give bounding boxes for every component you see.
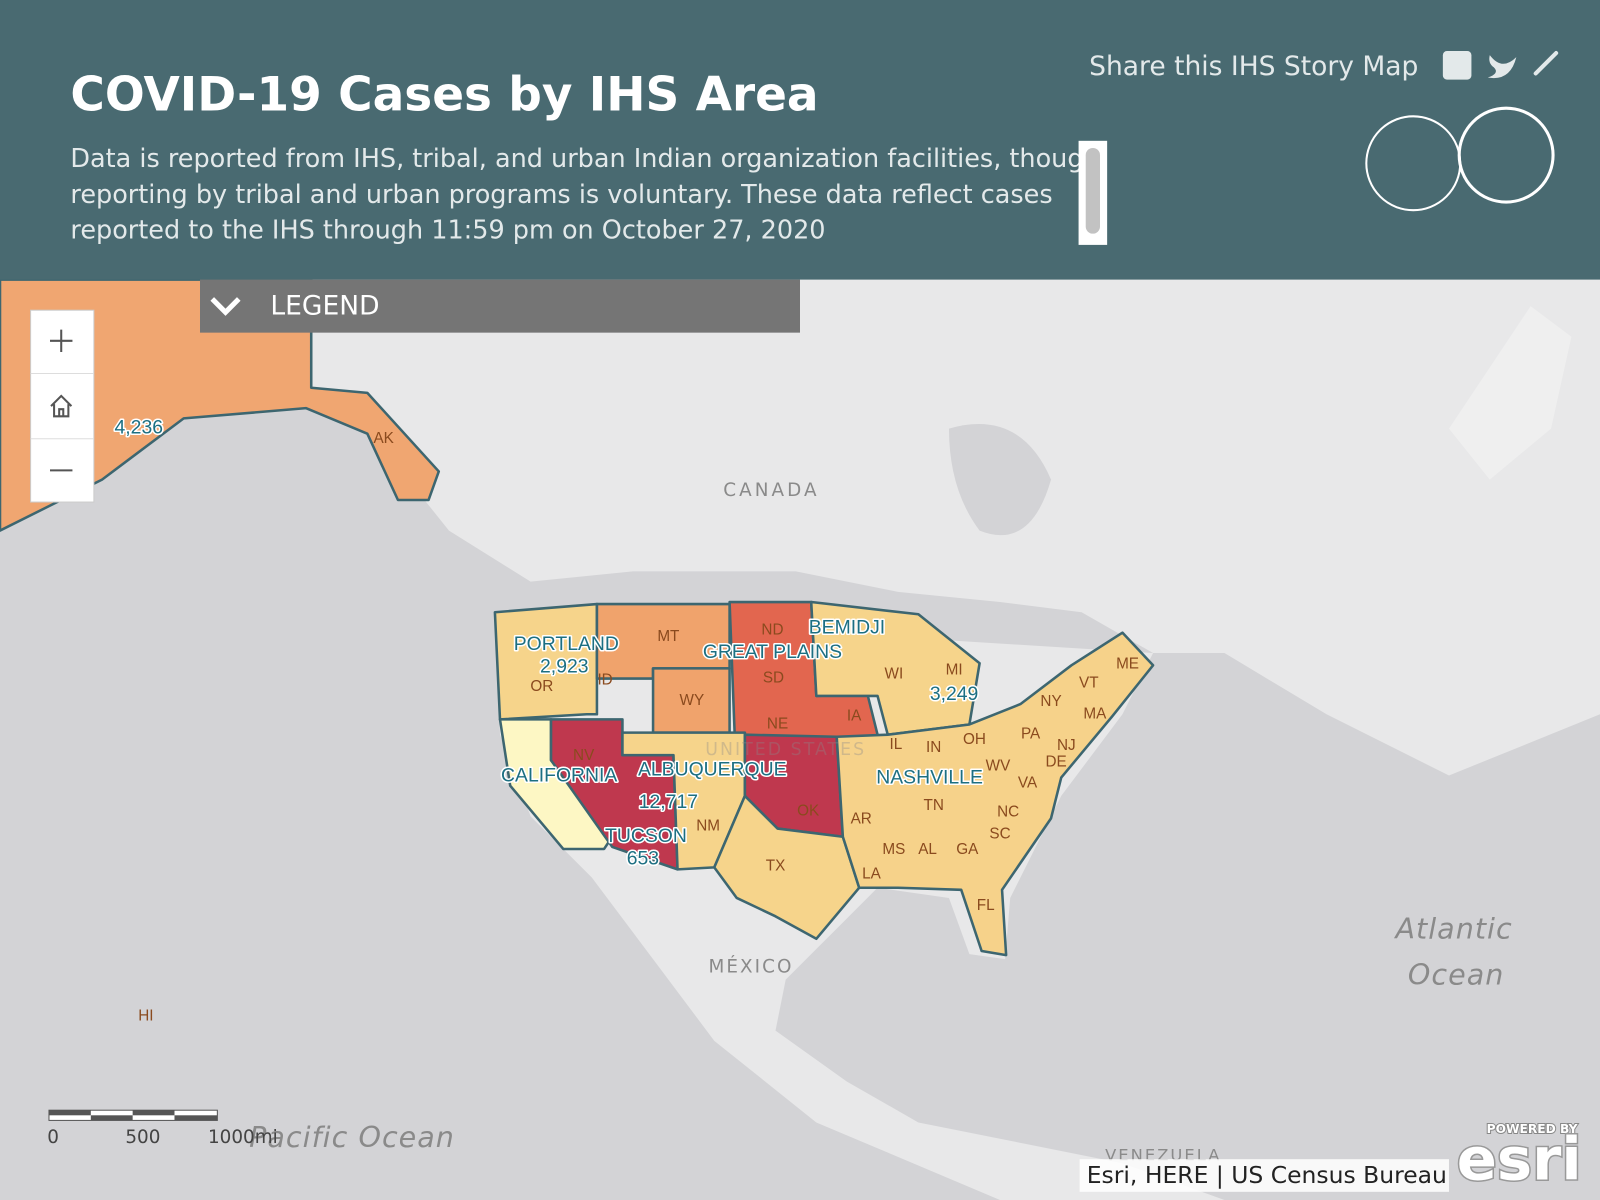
link-icon[interactable] bbox=[1533, 51, 1559, 76]
state-label: WV bbox=[986, 757, 1011, 774]
state-label: MA bbox=[1083, 705, 1107, 722]
area-label: TUCSON bbox=[605, 825, 687, 847]
scale-segment bbox=[174, 1115, 218, 1121]
facebook-icon[interactable] bbox=[1442, 51, 1472, 80]
greenland bbox=[1448, 306, 1572, 480]
state-label: AL bbox=[918, 841, 937, 858]
legend-chevron[interactable] bbox=[210, 297, 241, 316]
state-label: NC bbox=[997, 803, 1019, 820]
area-label: NASHVILLE bbox=[876, 767, 983, 789]
state-label: PA bbox=[1021, 726, 1041, 743]
scale-label: 0 bbox=[47, 1127, 59, 1148]
area-label: BEMIDJI bbox=[809, 617, 885, 639]
state-label: NY bbox=[1040, 693, 1061, 710]
state-label: SC bbox=[989, 826, 1010, 843]
case-label: 653 bbox=[627, 847, 659, 869]
legend-bar[interactable] bbox=[200, 279, 800, 333]
area-label: PORTLAND bbox=[514, 633, 619, 655]
area-nashville bbox=[835, 631, 1155, 957]
scale-segment bbox=[48, 1110, 91, 1116]
state-label: TN bbox=[923, 797, 943, 814]
state-label: GA bbox=[956, 841, 979, 858]
ihs-logo bbox=[1457, 106, 1555, 204]
state-label: ME bbox=[1116, 655, 1139, 672]
state-label: NJ bbox=[1057, 737, 1076, 754]
state-label: MT bbox=[657, 628, 679, 645]
area-alaska bbox=[0, 278, 441, 532]
area-label: GREAT PLAINS bbox=[703, 641, 842, 663]
ihs-areas bbox=[0, 278, 1155, 957]
legend-title[interactable]: LEGEND bbox=[270, 291, 379, 322]
twitter-icon[interactable] bbox=[1487, 55, 1517, 79]
description-line: reporting by tribal and urban programs i… bbox=[70, 180, 1052, 210]
state-label: ID bbox=[597, 672, 612, 689]
place-label: UNITED STATES bbox=[705, 740, 866, 760]
state-label: IN bbox=[926, 739, 941, 756]
share-text: Share this IHS Story Map bbox=[1089, 51, 1418, 82]
state-label: MS bbox=[882, 841, 905, 858]
state-label: WI bbox=[885, 666, 904, 683]
state-label: VA bbox=[1018, 775, 1038, 792]
attribution: Esri, HERE | US Census Bureau bbox=[1087, 1161, 1447, 1189]
state-label: VT bbox=[1079, 675, 1099, 692]
case-label: 4,236 bbox=[115, 417, 164, 439]
title: COVID-19 Cases by IHS Area bbox=[70, 67, 818, 122]
scale-label: 500 bbox=[125, 1127, 160, 1148]
zoom-in[interactable] bbox=[50, 329, 73, 353]
state-label: TX bbox=[766, 857, 786, 874]
state-label: OK bbox=[797, 802, 820, 819]
place-label: Atlantic bbox=[1393, 912, 1512, 946]
map-labels: PORTLAND CALIFORNIA ALBUQUERQUE TUCSON GREAT… bbox=[113, 415, 1512, 1164]
place-label: MÉXICO bbox=[709, 955, 794, 977]
state-label: NV bbox=[573, 747, 595, 764]
state-label: LA bbox=[862, 866, 882, 883]
state-label: OR bbox=[530, 678, 553, 695]
state-label: FL bbox=[977, 897, 995, 914]
description-line: Data is reported from IHS, tribal, and u… bbox=[70, 144, 1099, 174]
area-portland bbox=[493, 602, 599, 721]
esri-logo: esri bbox=[1457, 1124, 1582, 1193]
scroll-thumb[interactable] bbox=[1085, 147, 1100, 234]
state-label: OH bbox=[963, 731, 986, 748]
state-label: ND bbox=[761, 622, 783, 639]
state-label: IL bbox=[890, 736, 903, 753]
state-label: MI bbox=[946, 661, 963, 678]
scale-label: 1000mi bbox=[208, 1127, 278, 1148]
attribution-box bbox=[1079, 1159, 1449, 1192]
state-label: AK bbox=[373, 430, 394, 447]
place-label: Ocean bbox=[1408, 958, 1504, 992]
state-label: DE bbox=[1045, 753, 1066, 770]
case-label: 3,249 bbox=[930, 683, 979, 705]
case-label: 12,717 bbox=[639, 791, 698, 813]
state-label: WY bbox=[680, 692, 705, 709]
state-label: HI bbox=[138, 1007, 153, 1024]
area-label: ALBUQUERQUE bbox=[638, 759, 787, 781]
state-label: AR bbox=[851, 810, 872, 827]
land-north bbox=[306, 279, 1600, 776]
place-label: CANADA bbox=[723, 480, 819, 501]
case-label: 2,923 bbox=[540, 655, 589, 677]
scale-segment bbox=[90, 1115, 133, 1121]
home-button[interactable] bbox=[50, 394, 73, 418]
area-label: CALIFORNIA bbox=[501, 765, 617, 787]
scale-segment bbox=[132, 1110, 175, 1116]
state-label: NM bbox=[696, 818, 720, 835]
esri-powered: POWERED BY bbox=[1487, 1122, 1578, 1136]
hudson-bay bbox=[948, 424, 1052, 536]
header bbox=[0, 0, 1600, 280]
state-label: NE bbox=[767, 716, 788, 733]
description-line: reported to the IHS through 11:59 pm on … bbox=[70, 216, 825, 246]
place-label: Pacific Ocean bbox=[249, 1120, 455, 1154]
state-label: SD bbox=[763, 670, 784, 687]
state-label: IA bbox=[847, 707, 862, 724]
